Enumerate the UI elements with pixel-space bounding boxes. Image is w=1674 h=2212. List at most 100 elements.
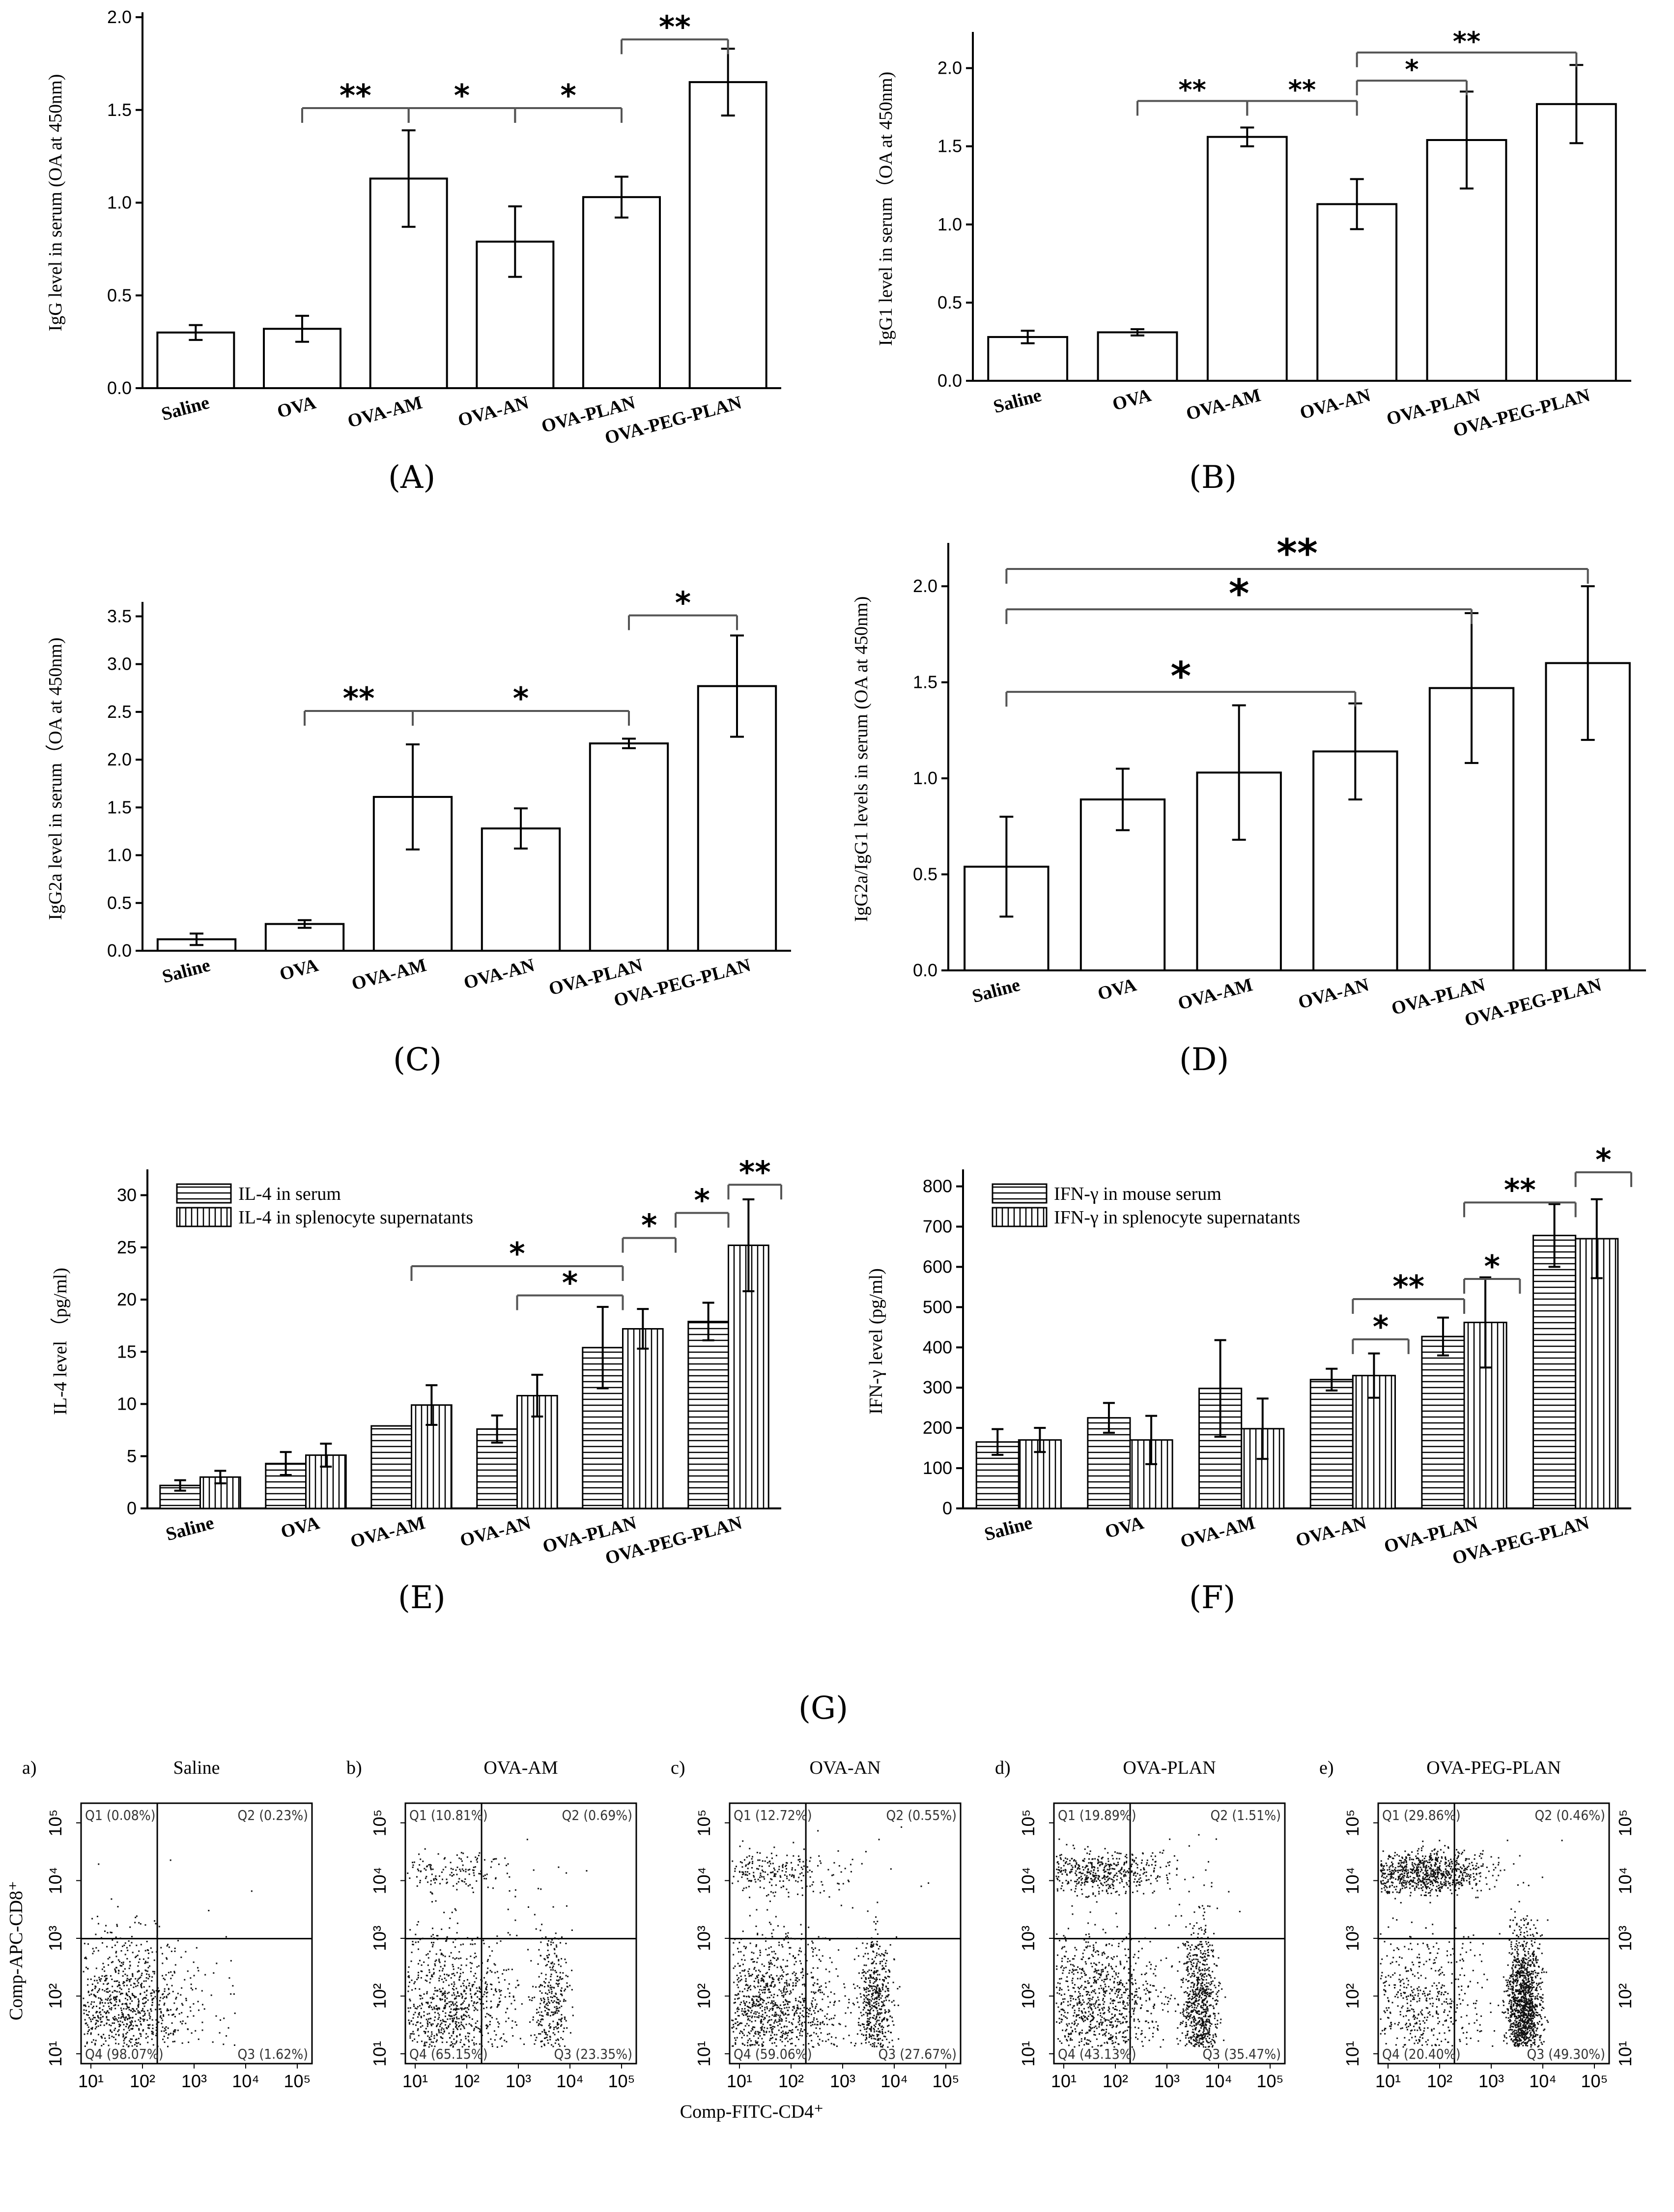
y-tick-label: 500 <box>923 1297 952 1317</box>
category-label: OVA-AN <box>456 392 531 431</box>
flow-panel: d) OVA-PLAN Q1 (19.89%) Q2 (1.51%) Q3 (35.47… <box>995 1758 1286 2091</box>
q2-label: Q2 (0.55%) <box>886 1807 957 1823</box>
y-tick-label: 0.0 <box>913 960 937 980</box>
y-tick-label: 15 <box>117 1341 137 1361</box>
significance-star: * <box>1229 571 1249 617</box>
significance-star: ** <box>1453 26 1480 57</box>
category-label: OVA <box>279 1512 322 1542</box>
panel-label-a: (A) <box>388 459 436 496</box>
y-tick-label: 300 <box>923 1377 952 1397</box>
chart-il4: 0 5 10 15 20 25 30 IL-4 level （pg/ml) Saline OVA O… <box>50 1154 782 1569</box>
y-tick-label: 1.5 <box>107 797 132 817</box>
significance-star: * <box>1595 1142 1611 1178</box>
y-tick-label: 0.0 <box>107 378 132 398</box>
q3-label: Q3 (23.35%) <box>554 2046 632 2062</box>
category-label: OVA-AM <box>349 955 428 994</box>
y-tick-label: 10³ <box>1018 1926 1038 1951</box>
significance-star: * <box>641 1208 657 1244</box>
bar <box>1097 331 1178 382</box>
bar <box>622 1328 664 1509</box>
flow-panel: b) OVA-AM Q1 (10.81%) Q2 (0.69%) Q3 (23.35%)… <box>346 1758 637 2091</box>
chart-ifn-gamma: 0 100 200 300 400 500 600 700 800 IFN-γ level (pg… <box>866 1142 1632 1569</box>
y-tick-label: 10³ <box>369 1926 390 1951</box>
q3-label: Q3 (1.62%) <box>237 2046 308 2062</box>
significance-star: * <box>562 1265 578 1301</box>
legend-label: IFN-γ in mouse serum <box>1054 1184 1221 1204</box>
flow-panel: e) OVA-PEG-PLAN Q1 (29.86%) Q2 (0.46%) Q3 (4… <box>1319 1758 1635 2091</box>
category-label: OVA-AN <box>461 955 537 993</box>
q3-label: Q3 (27.67%) <box>878 2046 957 2062</box>
q1-label: Q1 (19.89%) <box>1058 1807 1136 1823</box>
category-label: OVA <box>1110 385 1154 415</box>
flow-cytometry-panels: a) Saline Q1 (0.08%) Q2 (0.23%) Q3 (1.62%) Q4… <box>6 1758 1635 2122</box>
q4-label: Q4 (43.13%) <box>1058 2046 1136 2062</box>
q3-label: Q3 (49.30%) <box>1527 2046 1605 2062</box>
legend-swatch <box>992 1183 1048 1204</box>
chart-igg2a-igg1-ratio: 0.0 0.5 1.0 1.5 2.0 IgG2a/IgG1 levels in seru… <box>851 531 1646 1031</box>
legend-swatch <box>176 1183 232 1204</box>
y-tick-label: 10² <box>45 1983 65 2009</box>
x-tick-label: 10⁴ <box>1205 2071 1232 2091</box>
category-label: OVA <box>1103 1512 1146 1542</box>
q2-label: Q2 (1.51%) <box>1210 1807 1281 1823</box>
x-tick-label: 10¹ <box>402 2071 428 2091</box>
y-tick-label: 600 <box>923 1256 952 1276</box>
significance-star: ** <box>1288 74 1316 105</box>
y-tick-label-right: 10³ <box>1615 1926 1635 1951</box>
x-tick-label: 10³ <box>1478 2071 1504 2091</box>
y-tick-label: 0.5 <box>937 292 962 312</box>
y-tick-label: 0.0 <box>937 370 962 391</box>
legend-swatch <box>992 1207 1048 1227</box>
y-axis-title: IgG2a/IgG1 levels in serum (OA at 450nm) <box>851 596 872 922</box>
panel-label-e: (E) <box>398 1580 446 1616</box>
y-tick-label: 1.0 <box>937 214 962 234</box>
chart-igg2a: 0.0 0.5 1.0 1.5 2.0 2.5 3.0 3.5 IgG2a level in s… <box>45 585 791 1011</box>
x-tick-label: 10⁴ <box>556 2071 584 2091</box>
x-tick-label: 10⁵ <box>933 2071 960 2091</box>
panel-tag: b) <box>346 1758 362 1778</box>
significance-star: * <box>454 78 470 113</box>
y-tick-label: 400 <box>923 1337 952 1357</box>
significance-star: ** <box>340 78 371 113</box>
x-tick-label: 10¹ <box>78 2071 104 2091</box>
significance-star: ** <box>739 1154 771 1190</box>
bar <box>589 742 669 952</box>
y-tick-label: 10¹ <box>1018 2041 1038 2067</box>
category-label: OVA-AM <box>348 1512 427 1552</box>
bar <box>582 196 661 389</box>
significance-star: * <box>1405 54 1419 85</box>
bar <box>1206 136 1288 382</box>
significance-star: ** <box>659 9 691 45</box>
y-tick-label: 10² <box>1018 1983 1038 2009</box>
y-tick-label: 5 <box>127 1446 137 1466</box>
event-dots <box>83 1859 253 2047</box>
category-label: Saline <box>160 955 213 987</box>
y-tick-label: 2.0 <box>107 749 132 769</box>
y-tick-label: 200 <box>923 1418 952 1438</box>
y-tick-label: 0 <box>127 1498 137 1518</box>
y-axis-title: IgG2a level in serum（OA at 450nm) <box>45 637 66 920</box>
category-label: Saline <box>164 1512 216 1545</box>
q1-label: Q1 (12.72%) <box>734 1807 812 1823</box>
panel-label-b: (B) <box>1189 459 1237 496</box>
category-label: Saline <box>982 1512 1035 1545</box>
y-axis-title: IFN-γ level (pg/ml) <box>866 1268 886 1415</box>
legend-swatch <box>176 1207 232 1227</box>
y-tick-label: 10³ <box>45 1926 65 1951</box>
y-tick-label: 10¹ <box>45 2041 65 2067</box>
x-tick-label: 10² <box>778 2071 804 2091</box>
y-tick-label: 0.5 <box>913 864 937 884</box>
y-tick-label: 0.0 <box>107 940 132 961</box>
bar <box>370 1425 412 1509</box>
x-tick-label: 10³ <box>506 2071 531 2091</box>
significance-star: * <box>560 78 576 113</box>
y-tick-label: 10⁴ <box>1018 1867 1038 1895</box>
bar <box>1309 1379 1354 1509</box>
y-tick-label: 2.0 <box>913 576 937 596</box>
event-dots <box>1055 1834 1241 2048</box>
panel-label-d: (D) <box>1179 1042 1229 1078</box>
category-label: OVA <box>1096 974 1139 1004</box>
significance-star: * <box>1373 1309 1389 1345</box>
bar <box>1421 1335 1465 1509</box>
x-tick-label: 10⁴ <box>1529 2071 1557 2091</box>
